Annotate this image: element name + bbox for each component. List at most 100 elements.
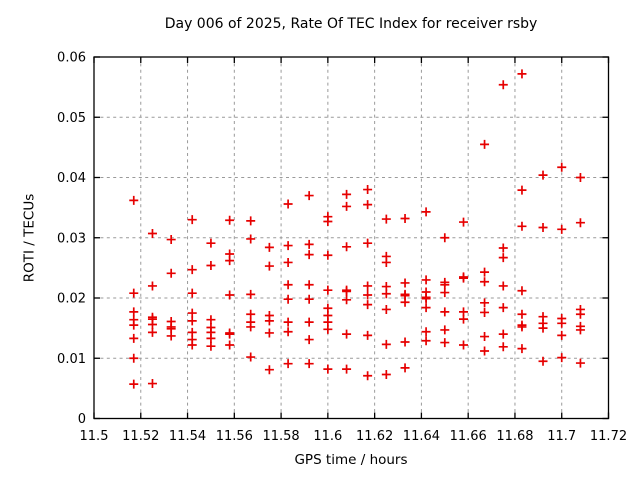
data-point-marker <box>517 221 527 231</box>
x-tick-label: 11.66 <box>450 429 487 444</box>
data-point-marker <box>283 241 293 251</box>
data-point-marker <box>206 238 216 248</box>
data-point-marker <box>304 191 314 201</box>
data-point-marker <box>400 363 410 373</box>
data-point-marker <box>363 290 373 300</box>
data-point-marker <box>575 309 585 319</box>
data-point-marker <box>517 69 527 79</box>
data-point-marker <box>400 297 410 307</box>
data-point-marker <box>575 218 585 228</box>
data-point-marker <box>129 195 139 205</box>
data-point-marker <box>498 243 508 253</box>
data-point-marker <box>225 290 235 300</box>
data-point-marker <box>206 315 216 325</box>
data-point-marker <box>147 379 157 389</box>
data-point-marker <box>440 280 450 290</box>
data-point-marker <box>283 317 293 327</box>
data-point-marker <box>147 320 157 330</box>
data-point-marker <box>225 256 235 266</box>
data-point-marker <box>557 224 567 234</box>
data-point-marker <box>440 288 450 298</box>
data-point-marker <box>480 277 490 287</box>
data-point-marker <box>246 352 256 362</box>
data-point-marker <box>498 303 508 313</box>
data-point-marker <box>421 303 431 313</box>
data-point-marker <box>480 346 490 356</box>
data-point-marker <box>246 234 256 244</box>
y-axis-label: ROTI / TECUs <box>21 193 38 283</box>
data-point-marker <box>283 199 293 209</box>
data-point-marker <box>283 280 293 290</box>
data-point-marker <box>206 333 216 343</box>
data-point-marker <box>187 308 197 318</box>
data-point-marker <box>459 314 469 324</box>
data-point-marker <box>342 242 352 252</box>
data-point-marker <box>363 281 373 291</box>
data-point-marker <box>225 340 235 350</box>
data-point-marker <box>225 329 235 339</box>
y-tick-label: 0 <box>78 412 86 427</box>
data-point-marker <box>575 173 585 182</box>
data-point-marker <box>323 250 333 260</box>
data-point-marker <box>421 336 431 346</box>
data-point-marker <box>557 353 567 363</box>
x-tick-label: 11.54 <box>169 429 206 444</box>
data-point-marker <box>400 337 410 347</box>
y-tick-label: 0.02 <box>57 292 86 307</box>
data-point-marker <box>440 338 450 348</box>
data-point-marker <box>342 189 352 199</box>
data-point-marker <box>459 340 469 350</box>
data-point-marker <box>517 322 527 332</box>
data-point-marker <box>557 330 567 340</box>
y-tick-label: 0.01 <box>57 352 86 367</box>
data-point-marker <box>283 327 293 337</box>
data-point-marker <box>129 307 139 317</box>
x-tick-label: 11.68 <box>496 429 533 444</box>
x-tick-label: 11.7 <box>547 429 576 444</box>
data-point-marker <box>459 217 469 227</box>
data-point-marker <box>342 329 352 339</box>
data-point-marker <box>440 325 450 335</box>
data-point-marker <box>459 273 469 283</box>
data-point-marker <box>264 365 274 375</box>
data-point-marker <box>187 288 197 298</box>
data-point-marker <box>498 281 508 291</box>
data-point-marker <box>363 185 373 195</box>
data-point-marker <box>421 207 431 217</box>
x-axis-label: GPS time / hours <box>294 452 408 468</box>
data-point-marker <box>381 339 391 349</box>
data-point-marker <box>363 330 373 340</box>
y-tick-label: 0.05 <box>57 111 86 126</box>
data-point-marker <box>575 325 585 335</box>
x-tick-label: 11.52 <box>122 429 159 444</box>
data-point-marker <box>421 275 431 285</box>
data-point-marker <box>480 139 490 149</box>
data-point-marker <box>517 185 527 195</box>
data-point-marker <box>304 359 314 369</box>
data-point-marker <box>187 265 197 275</box>
data-point-marker <box>147 281 157 291</box>
data-point-marker <box>246 289 256 299</box>
data-point-marker <box>283 257 293 267</box>
x-tick-label: 11.72 <box>590 429 627 444</box>
data-point-marker <box>304 335 314 345</box>
data-point-marker <box>187 340 197 350</box>
data-point-marker <box>166 268 176 278</box>
data-point-marker <box>342 295 352 305</box>
data-point-marker <box>440 307 450 317</box>
data-point-marker <box>342 201 352 211</box>
chart-title: Day 006 of 2025, Rate Of TEC Index for r… <box>164 16 538 32</box>
data-point-marker <box>264 316 274 326</box>
data-point-marker <box>480 332 490 342</box>
data-point-marker <box>304 317 314 327</box>
data-point-marker <box>575 358 585 368</box>
data-point-marker <box>283 294 293 304</box>
data-point-marker <box>206 260 216 270</box>
data-point-marker <box>363 371 373 381</box>
data-point-marker <box>480 307 490 317</box>
data-point-marker <box>498 80 508 90</box>
data-point-marker <box>363 200 373 210</box>
data-point-marker <box>517 344 527 354</box>
data-point-marker <box>129 379 139 389</box>
